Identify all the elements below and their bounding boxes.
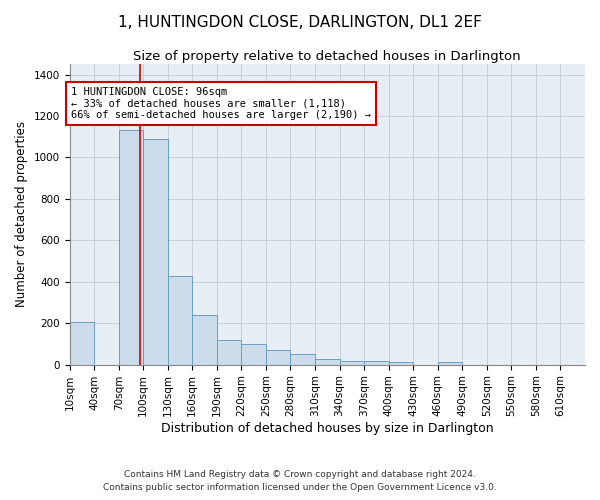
Title: Size of property relative to detached houses in Darlington: Size of property relative to detached ho… (133, 50, 521, 63)
Bar (143, 139, 168, 364)
Bar (438, 362, 462, 364)
Y-axis label: Number of detached properties: Number of detached properties (15, 122, 28, 308)
Text: Contains public sector information licensed under the Open Government Licence v3: Contains public sector information licen… (103, 484, 497, 492)
Bar (364, 360, 389, 364)
Bar (315, 358, 340, 364)
Text: 1 HUNTINGDON CLOSE: 96sqm
← 33% of detached houses are smaller (1,118)
66% of se: 1 HUNTINGDON CLOSE: 96sqm ← 33% of detac… (71, 87, 371, 120)
Bar (168, 276, 192, 364)
Text: 1, HUNTINGDON CLOSE, DARLINGTON, DL1 2EF: 1, HUNTINGDON CLOSE, DARLINGTON, DL1 2EF (118, 15, 482, 30)
Bar (119, 130, 143, 364)
Bar (340, 360, 364, 364)
Bar (192, 315, 217, 364)
Bar (266, 350, 290, 364)
Text: Contains HM Land Registry data © Crown copyright and database right 2024.: Contains HM Land Registry data © Crown c… (124, 470, 476, 479)
X-axis label: Distribution of detached houses by size in Darlington: Distribution of detached houses by size … (161, 422, 494, 435)
Bar (290, 354, 315, 364)
Bar (70, 322, 94, 364)
Bar (389, 362, 413, 364)
Bar (241, 344, 266, 364)
Bar (217, 340, 241, 364)
